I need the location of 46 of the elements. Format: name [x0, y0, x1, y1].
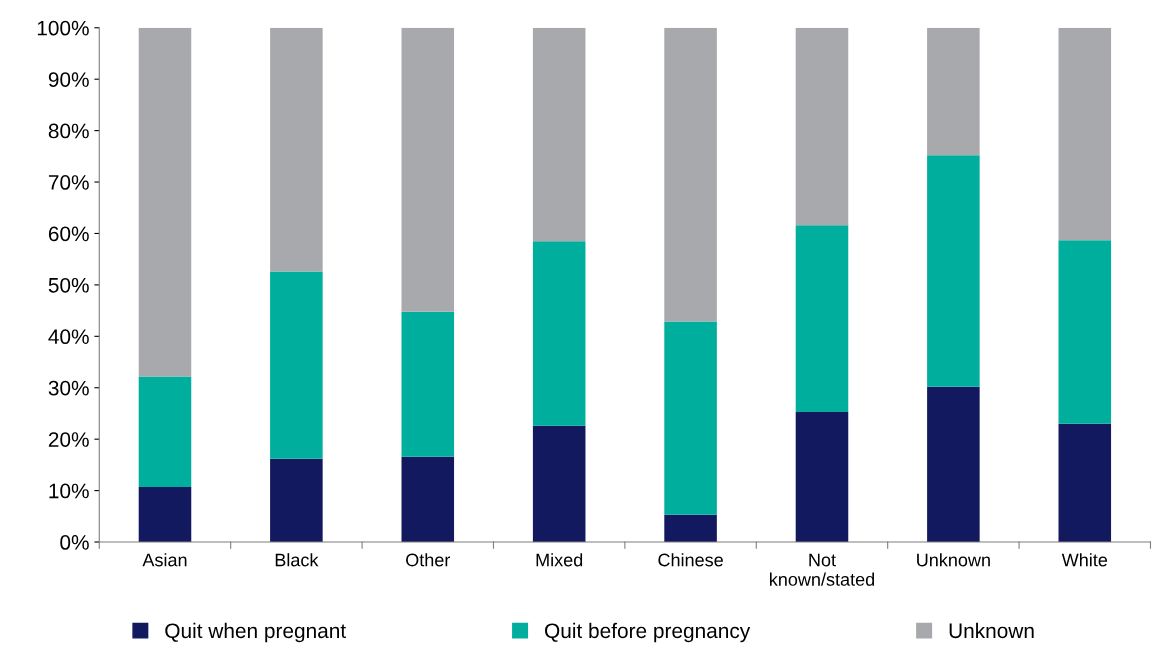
y-tick-label: 0% — [60, 535, 89, 550]
x-tick-label: Asian — [142, 553, 187, 567]
bar — [1058, 240, 1112, 424]
y-tick-label: 60% — [48, 226, 89, 242]
x-tick-label: Black — [275, 553, 319, 567]
bar — [138, 486, 192, 543]
bar — [532, 425, 586, 543]
bar — [532, 241, 586, 426]
bar — [1058, 27, 1112, 241]
x-tick-label: Chinese — [658, 553, 723, 567]
bar — [664, 27, 717, 322]
bar — [795, 27, 849, 226]
y-tick-label: 100% — [37, 20, 89, 36]
y-tick-label: 70% — [48, 175, 89, 190]
legend-label: Quit before pregnancy — [545, 622, 751, 643]
bar — [532, 27, 586, 242]
bar — [927, 155, 980, 387]
bar — [927, 27, 980, 156]
bar — [138, 376, 192, 487]
y-tick-label: 40% — [48, 329, 89, 345]
bar — [270, 458, 323, 543]
bar — [1058, 423, 1112, 543]
y-tick-label: 10% — [49, 483, 89, 499]
y-tick-label: 80% — [48, 123, 89, 139]
bar — [270, 27, 323, 272]
x-tick-label: Other — [406, 553, 451, 567]
bar — [664, 514, 717, 543]
y-tick-label: 50% — [48, 277, 89, 293]
bar — [401, 27, 455, 312]
legend-label: Unknown — [949, 622, 1034, 639]
bar — [138, 27, 192, 377]
x-tick-label: White — [1061, 553, 1108, 567]
bar — [795, 225, 849, 412]
x-tick-label: Not known/stated — [770, 553, 875, 586]
x-tick-label: Mixed — [536, 553, 583, 567]
y-tick-label: 20% — [48, 432, 89, 447]
bar — [401, 311, 455, 457]
bar — [927, 386, 980, 543]
legend-label: Quit when pregnant — [165, 622, 346, 643]
bar — [795, 411, 849, 543]
bar — [401, 456, 455, 543]
y-tick-label: 90% — [48, 72, 89, 87]
x-tick-label: Unknown — [917, 553, 990, 567]
y-tick-label: 30% — [48, 380, 89, 396]
bar — [270, 271, 323, 459]
bar — [664, 321, 717, 515]
